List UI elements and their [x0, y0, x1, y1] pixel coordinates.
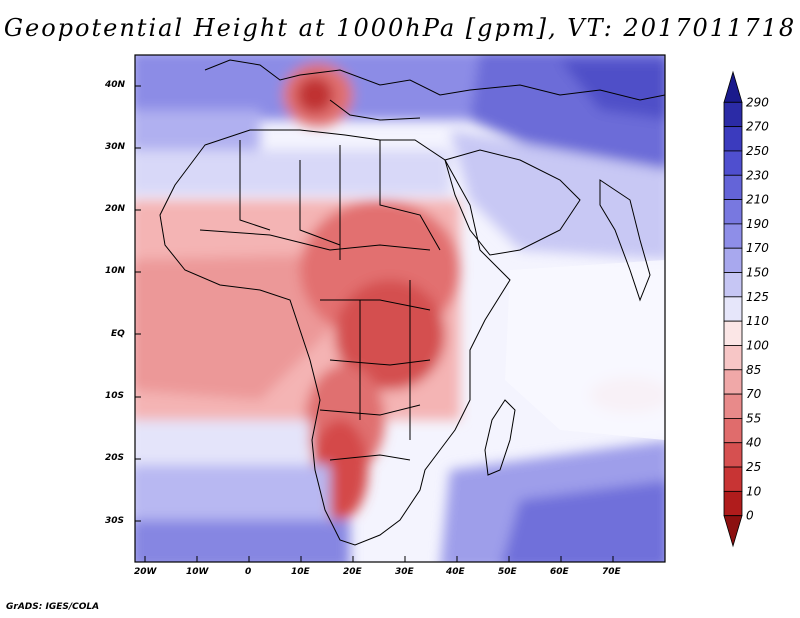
colorbar-swatch — [723, 296, 743, 322]
lat-label-20n: 20N — [105, 204, 126, 214]
colorbar-label: 270 — [746, 120, 769, 134]
lon-label-20w: 20W — [134, 567, 157, 577]
colorbar-swatch — [723, 369, 743, 395]
colorbar-label: 210 — [746, 193, 769, 207]
colorbar-label: 290 — [746, 95, 769, 109]
colorbar-swatch — [723, 442, 743, 468]
colorbar-swatch — [723, 70, 743, 103]
lon-label-10e: 10E — [291, 567, 310, 577]
grads-credit: GrADS: IGES/COLA — [6, 602, 100, 612]
colorbar-swatch — [723, 466, 743, 492]
colorbar-swatch — [723, 418, 743, 444]
lat-label-eq: EQ — [111, 329, 125, 339]
colorbar-label: 125 — [746, 290, 769, 304]
colorbar-swatch — [723, 320, 743, 346]
colorbar-label: 0 — [746, 509, 754, 523]
lat-label-10s: 10S — [105, 391, 125, 401]
colorbar-label: 170 — [746, 241, 769, 255]
colorbar-label: 190 — [746, 217, 769, 231]
lat-label-20s: 20S — [105, 453, 125, 463]
colorbar-swatch — [723, 272, 743, 298]
colorbar-swatch — [723, 223, 743, 249]
colorbar-label: 250 — [746, 144, 769, 158]
colorbar-swatch — [723, 150, 743, 176]
colorbar-label: 40 — [746, 436, 762, 450]
lat-label-30n: 30N — [105, 142, 126, 152]
lon-label-50e: 50E — [498, 567, 517, 577]
colorbar-swatch — [723, 490, 743, 517]
colorbar-swatch — [723, 393, 743, 419]
lat-label-10n: 10N — [105, 266, 126, 276]
lon-label-40e: 40E — [446, 567, 465, 577]
colorbar-swatch — [723, 247, 743, 273]
colorbar: 2902702502302101901701501251101008570554… — [723, 70, 769, 548]
lon-label-60e: 60E — [550, 567, 569, 577]
lat-label-40n: 40N — [105, 80, 126, 90]
height-field — [135, 55, 665, 562]
colorbar-label: 85 — [746, 363, 761, 377]
colorbar-label: 100 — [746, 338, 769, 352]
colorbar-label: 10 — [746, 484, 762, 498]
colorbar-swatch — [723, 101, 743, 128]
lon-label-70e: 70E — [602, 567, 621, 577]
colorbar-swatch — [723, 126, 743, 152]
colorbar-label: 25 — [746, 460, 761, 474]
colorbar-swatch — [723, 199, 743, 225]
lon-label-0: 0 — [245, 567, 252, 577]
lat-label-30s: 30S — [105, 516, 125, 526]
lon-label-10w: 10W — [186, 567, 209, 577]
colorbar-swatch — [723, 515, 743, 548]
colorbar-label: 70 — [746, 387, 762, 401]
colorbar-label: 150 — [746, 266, 769, 280]
colorbar-swatch — [723, 174, 743, 200]
colorbar-label: 55 — [746, 411, 761, 425]
colorbar-label: 230 — [746, 168, 769, 182]
colorbar-swatch — [723, 345, 743, 371]
map-title: Geopotential Height at 1000hPa [gpm], VT… — [3, 14, 797, 42]
map-frame — [134, 54, 666, 563]
lon-label-30e: 30E — [395, 567, 414, 577]
lon-label-20e: 20E — [343, 567, 362, 577]
colorbar-label: 110 — [746, 314, 769, 328]
